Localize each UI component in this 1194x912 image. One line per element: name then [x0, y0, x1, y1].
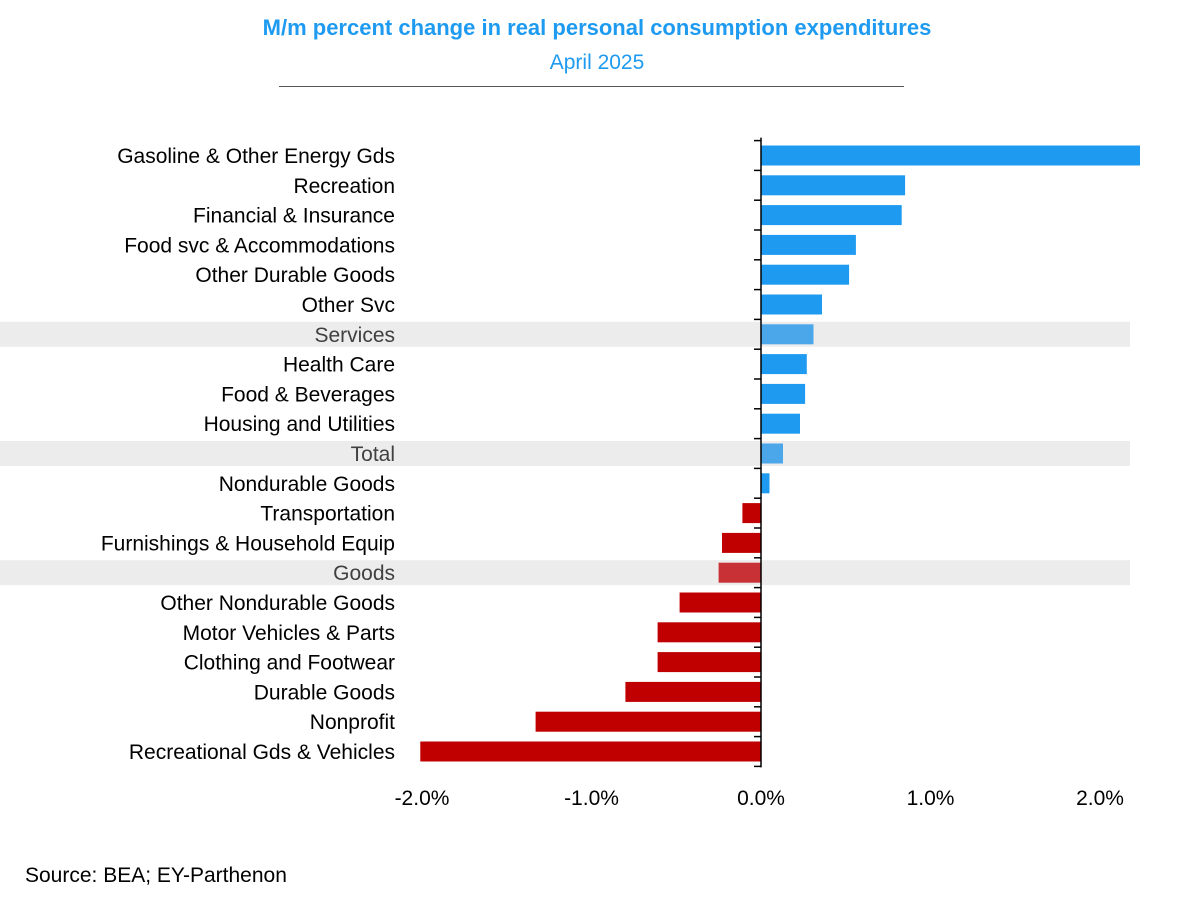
label-total: Total	[351, 443, 395, 466]
bar-nonprofit	[535, 711, 761, 732]
label-financial-insurance: Financial & Insurance	[193, 205, 395, 228]
label-health-care: Health Care	[283, 354, 395, 377]
label-food-svc-accommodations: Food svc & Accommodations	[124, 234, 395, 257]
title-divider	[279, 86, 904, 87]
bar-transportation	[742, 503, 761, 524]
bar-other-svc	[761, 294, 822, 315]
bar-other-nondurable-goods	[679, 592, 761, 613]
label-nonprofit: Nonprofit	[310, 711, 395, 734]
label-food-beverages: Food & Beverages	[221, 383, 395, 406]
bar-other-durable-goods	[761, 264, 850, 285]
label-other-svc: Other Svc	[302, 294, 395, 317]
x-tick-label: 1.0%	[907, 787, 955, 810]
label-services: Services	[314, 324, 395, 347]
bar-durable-goods	[625, 681, 761, 702]
bar-food-beverages	[761, 383, 806, 404]
highlight-band-goods	[0, 560, 1130, 586]
label-other-durable-goods: Other Durable Goods	[195, 264, 395, 287]
category-labels: Gasoline & Other Energy Gds Recreation Fin…	[101, 145, 395, 764]
bar-financial-insurance	[761, 205, 902, 226]
x-axis-ticks: -2.0% -1.0% 0.0% 1.0% 2.0%	[395, 787, 1124, 810]
label-furnishings-household-equip: Furnishings & Household Equip	[101, 532, 395, 555]
label-recreational-gds-vehicles: Recreational Gds & Vehicles	[129, 741, 395, 764]
bar-recreational-gds-vehicles	[420, 741, 761, 762]
highlight-band-total	[0, 441, 1130, 466]
bar-motor-vehicles-parts	[657, 622, 761, 643]
bar-services	[761, 324, 814, 345]
label-motor-vehicles-parts: Motor Vehicles & Parts	[183, 622, 395, 645]
bar-nondurable-goods	[761, 473, 770, 494]
chart-subtitle: April 2025	[549, 51, 645, 74]
bar-gasoline-other-energy-gds	[761, 145, 1140, 166]
bar-clothing-and-footwear	[657, 652, 761, 673]
label-durable-goods: Durable Goods	[254, 681, 395, 704]
bar-food-svc-accommodations	[761, 234, 856, 255]
bars	[420, 145, 1140, 762]
bar-furnishings-household-equip	[722, 532, 761, 553]
chart-title: M/m percent change in real personal cons…	[262, 15, 932, 40]
label-recreation: Recreation	[293, 175, 395, 198]
label-transportation: Transportation	[260, 503, 395, 526]
label-goods: Goods	[333, 562, 395, 585]
bar-housing-and-utilities	[761, 413, 800, 434]
label-clothing-and-footwear: Clothing and Footwear	[184, 652, 395, 675]
bar-total	[761, 443, 783, 464]
bar-goods	[718, 562, 761, 583]
highlight-band-services	[0, 321, 1130, 347]
source-note: Source: BEA; EY-Parthenon	[25, 864, 287, 887]
label-gasoline-other-energy-gds: Gasoline & Other Energy Gds	[117, 145, 395, 168]
zero-axis	[754, 137, 762, 768]
x-tick-label: -1.0%	[564, 787, 619, 810]
label-other-nondurable-goods: Other Nondurable Goods	[160, 592, 395, 615]
bar-recreation	[761, 175, 906, 196]
label-nondurable-goods: Nondurable Goods	[219, 473, 395, 496]
label-housing-and-utilities: Housing and Utilities	[204, 413, 395, 436]
x-tick-label: 2.0%	[1076, 787, 1124, 810]
highlight-bands	[0, 321, 1130, 586]
x-tick-label: -2.0%	[395, 787, 450, 810]
bar-health-care	[761, 354, 807, 375]
x-tick-label: 0.0%	[737, 787, 785, 810]
